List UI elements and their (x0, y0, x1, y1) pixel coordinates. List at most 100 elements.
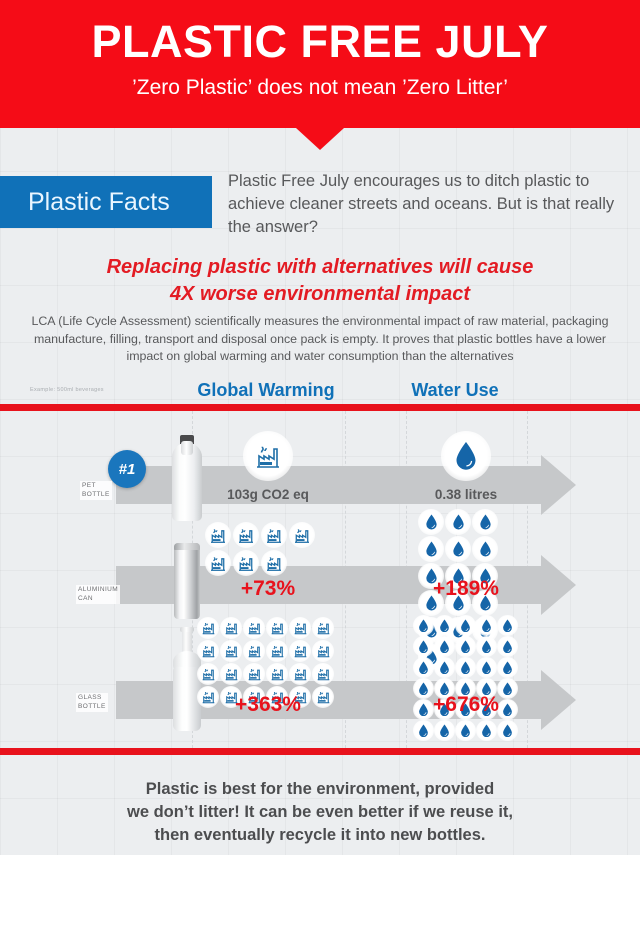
water-drop-icon (476, 678, 497, 699)
global-warming-icons-can (205, 522, 331, 576)
water-drop-icon (455, 720, 476, 741)
global-warming-icons-glass (197, 617, 339, 708)
arrow-tip (541, 555, 576, 615)
water-drop-icon (497, 657, 518, 678)
factory-icon (243, 663, 265, 685)
water-drop-icon (472, 590, 498, 616)
factory-icon (266, 663, 288, 685)
water-drop-icon (472, 509, 498, 535)
water-use-icons-pet (441, 431, 491, 481)
table-row: GLASS BOTTLE +363% +676% (0, 615, 640, 745)
water-drop-icon (445, 563, 471, 589)
global-warming-icons-pet (243, 431, 293, 481)
factory-icon (220, 686, 242, 708)
water-drop-icon (413, 636, 434, 657)
water-drop-icon (445, 590, 471, 616)
water-use-value-pet: 0.38 litres (434, 487, 498, 502)
lca-description: LCA (Life Cycle Assessment) scientifical… (31, 314, 609, 363)
bottle-body (172, 443, 202, 521)
factory-icon (197, 617, 219, 639)
water-drop-icon (497, 678, 518, 699)
water-drop-icon (413, 720, 434, 741)
plastic-facts-label: Plastic Facts (28, 187, 170, 216)
divider-rule-top (0, 404, 640, 411)
water-drop-icon (497, 699, 518, 720)
water-drop-icon (476, 657, 497, 678)
factory-icon (312, 686, 334, 708)
water-drop-icon (418, 536, 444, 562)
water-drop-icon (472, 536, 498, 562)
factory-icon (220, 663, 242, 685)
vessel-label-line-1: GLASS (78, 694, 102, 701)
water-drop-icon (434, 615, 455, 636)
factory-icon (243, 686, 265, 708)
column-header-water-use: Water Use (411, 380, 499, 400)
header-banner: PLASTIC FREE JULY ’Zero Plastic’ does no… (0, 0, 640, 128)
vessel-label-line-1: PET (82, 482, 96, 489)
rank-badge: #1 (108, 450, 146, 488)
water-drop-icon (476, 720, 497, 741)
footer-line-2: we don’t litter! It can be even better i… (126, 803, 513, 821)
factory-icon (266, 686, 288, 708)
water-use-value-glass: +676% (433, 693, 499, 716)
water-use-value-can: +189% (433, 577, 499, 600)
factory-icon (289, 686, 311, 708)
factory-icon (289, 522, 315, 548)
water-drop-icon (476, 636, 497, 657)
factory-icon (197, 640, 219, 662)
headline-block: Replacing plastic with alternatives will… (0, 254, 640, 308)
water-drop-icon (413, 657, 434, 678)
factory-icon (312, 663, 334, 685)
water-drop-icon (434, 636, 455, 657)
factory-icon (205, 550, 231, 576)
water-drop-icon (441, 431, 491, 481)
water-drop-icon (418, 590, 444, 616)
divider-rule-bottom (0, 748, 640, 755)
factory-icon (266, 640, 288, 662)
bottom-white-space (0, 855, 640, 930)
arrow-tip (541, 455, 576, 515)
factory-icon (312, 640, 334, 662)
water-drop-icon (413, 615, 434, 636)
example-note: Example: 500ml beverages (30, 387, 104, 393)
vessel-label-line-2: CAN (78, 594, 93, 602)
water-drop-icon (455, 699, 476, 720)
water-drop-icon (476, 615, 497, 636)
factory-icon (220, 617, 242, 639)
factory-icon (289, 640, 311, 662)
water-drop-icon (413, 699, 434, 720)
headline-line-1: Replacing plastic with alternatives will… (106, 256, 534, 278)
vessel-label-line-2: BOTTLE (82, 490, 110, 498)
water-drop-icon (418, 563, 444, 589)
factory-icon (233, 522, 259, 548)
glass-bottle-graphic (170, 627, 204, 731)
arrow-tip (541, 670, 576, 730)
bottle-lip (180, 627, 194, 632)
footer-line-3: then eventually recycle it into new bott… (154, 826, 486, 844)
water-drop-icon (455, 615, 476, 636)
global-warming-value-can: +73% (240, 577, 296, 600)
water-drop-icon (455, 678, 476, 699)
water-drop-icon (445, 509, 471, 535)
vessel-label-line-1: ALUMINIUM (78, 586, 119, 593)
factory-icon (197, 663, 219, 685)
headline-line-2: 4X worse environmental impact (169, 283, 471, 305)
water-drop-icon (455, 636, 476, 657)
bottle-cap (180, 435, 194, 444)
can-top (174, 543, 200, 550)
footer-line-1: Plastic is best for the environment, pro… (145, 780, 495, 798)
column-header-global-warming: Global Warming (197, 380, 335, 400)
factory-icon (220, 640, 242, 662)
facts-intro-text: Plastic Free July encourages us to ditch… (228, 172, 615, 236)
water-drop-icon (476, 699, 497, 720)
factory-icon (205, 522, 231, 548)
comparison-chart: #1 PET BOTTLE (0, 411, 640, 748)
header-notch-arrow (296, 128, 344, 150)
water-use-icons-glass (413, 615, 527, 741)
factory-icon (261, 522, 287, 548)
factory-icon (197, 686, 219, 708)
water-drop-icon (455, 657, 476, 678)
table-row: ALUMINIUM CAN +73% +189% (0, 509, 640, 670)
vessel-label-line-2: BOTTLE (78, 702, 106, 710)
